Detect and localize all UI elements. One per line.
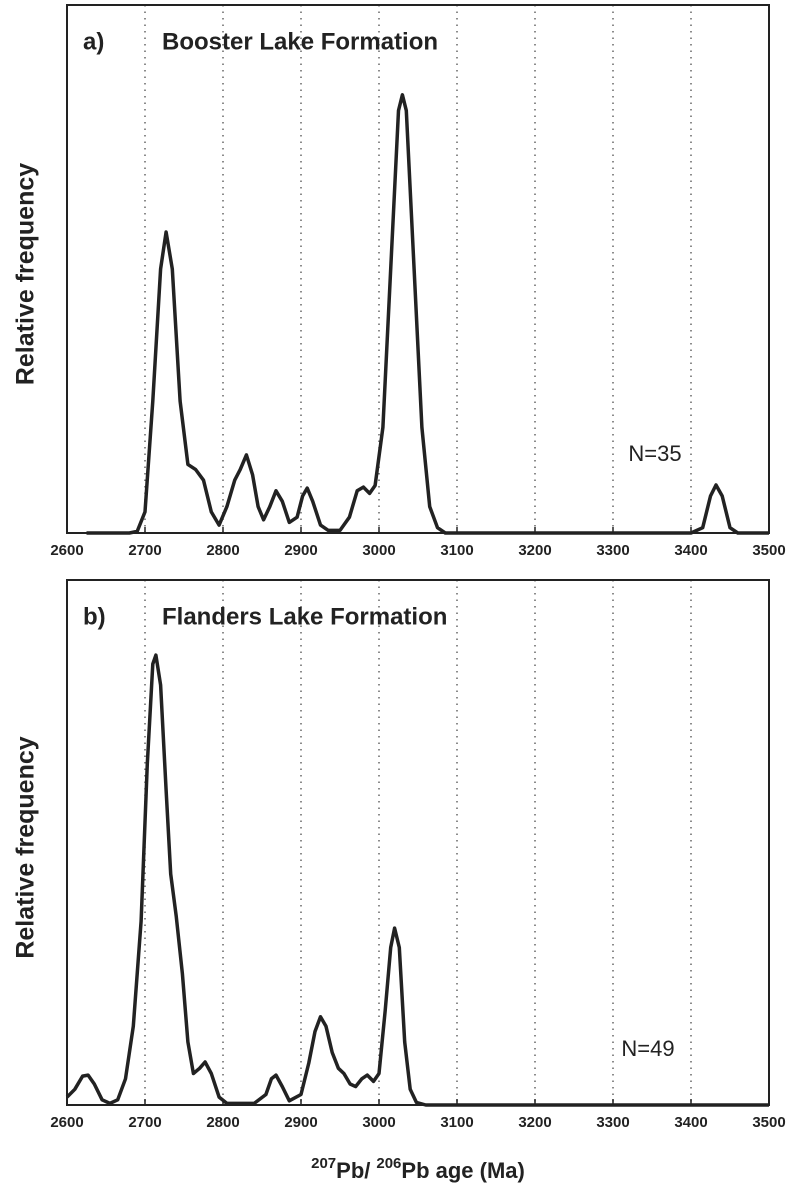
panel-title: Flanders Lake Formation — [162, 603, 447, 630]
x-tick-label: 2800 — [206, 542, 239, 559]
x-tick-label: 3100 — [440, 542, 473, 559]
plot-frame — [66, 4, 770, 534]
x-tick-label: 2900 — [284, 1114, 317, 1131]
plot-frame — [66, 579, 770, 1106]
y-axis-label: Relative frequency — [12, 163, 40, 385]
x-tick-label: 2900 — [284, 542, 317, 559]
annotation: N=35 — [628, 441, 681, 466]
x-tick-label: 3200 — [518, 1114, 551, 1131]
x-tick-label: 2600 — [50, 1114, 83, 1131]
x-tick-label: 3200 — [518, 542, 551, 559]
superscript: 206 — [376, 1155, 401, 1172]
panel-title: Booster Lake Formation — [162, 28, 438, 55]
superscript: 207 — [311, 1155, 336, 1172]
x-tick-label: 3500 — [752, 542, 785, 559]
x-tick-label: 3000 — [362, 1114, 395, 1131]
x-axis-label: 207Pb/206Pb age (Ma) — [311, 1155, 525, 1183]
label-part: Pb age (Ma) — [401, 1158, 524, 1183]
x-tick-label: 2600 — [50, 542, 83, 559]
x-tick-label: 3300 — [596, 542, 629, 559]
x-tick-label: 3400 — [674, 542, 707, 559]
x-tick-label: 2700 — [128, 542, 161, 559]
x-tick-label: 3000 — [362, 542, 395, 559]
panel-label: b) — [83, 603, 106, 630]
x-tick-label: 3100 — [440, 1114, 473, 1131]
density-curve — [65, 653, 769, 1107]
panel-label: a) — [83, 28, 104, 55]
x-tick-label: 3500 — [752, 1114, 785, 1131]
x-tick-label: 2800 — [206, 1114, 239, 1131]
x-tick-label: 3300 — [596, 1114, 629, 1131]
y-axis-label: Relative frequency — [12, 736, 40, 958]
annotation: N=49 — [621, 1036, 674, 1061]
x-tick-label: 2700 — [128, 1114, 161, 1131]
label-part: Pb/ — [336, 1158, 370, 1183]
x-tick-label: 3400 — [674, 1114, 707, 1131]
density-curve — [86, 93, 769, 535]
